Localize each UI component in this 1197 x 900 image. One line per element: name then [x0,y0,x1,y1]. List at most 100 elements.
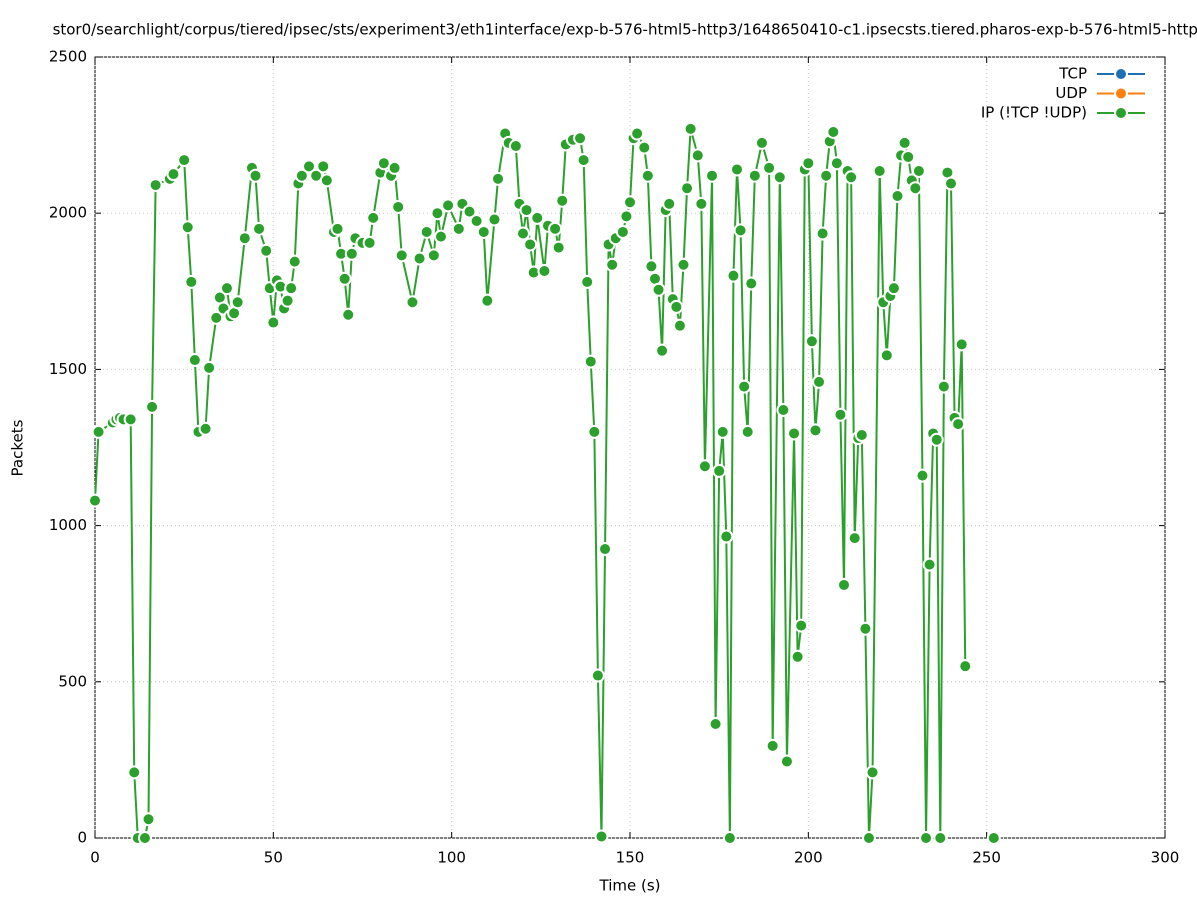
point [697,459,712,474]
point [708,716,723,731]
point [280,293,295,308]
point [844,170,859,185]
point [587,424,602,439]
point [812,374,827,389]
point [202,360,217,375]
point [605,257,620,272]
point [837,577,851,592]
point [623,195,637,210]
point [872,164,887,179]
point [879,348,894,363]
x-axis-label: Time (s) [599,877,661,895]
point [252,221,267,236]
point [166,167,181,182]
point [576,153,591,168]
point [548,221,563,236]
point [794,618,809,633]
point [284,281,299,296]
y-tick-label: 0 [77,829,87,847]
point [341,307,356,322]
point [198,421,213,436]
point [330,221,345,236]
point [148,178,163,193]
x-tick-label: 150 [616,849,645,867]
point [430,206,445,221]
point [662,196,677,211]
point [366,210,381,225]
point [594,829,609,844]
point [644,259,659,274]
point [919,831,934,845]
series-line [95,129,994,838]
point [91,424,106,439]
x-tick-label: 300 [1151,849,1180,867]
point [833,407,848,422]
point [737,379,752,394]
point [337,271,352,286]
point [640,168,655,183]
y-tick-label: 1000 [49,516,87,534]
point [808,423,823,438]
point [580,274,595,289]
point [744,276,759,291]
point [480,293,495,308]
point [344,246,359,261]
point [922,557,937,572]
point [790,649,805,664]
point [901,149,916,164]
point [819,168,834,183]
x-tick-label: 100 [437,849,466,867]
point [929,432,944,447]
point [184,274,199,289]
point [712,463,727,478]
point [476,224,491,239]
point [508,139,523,154]
legend-label: TCP [1058,65,1087,83]
point [754,135,769,150]
point [715,424,730,439]
point [747,168,762,183]
y-tick-label: 2500 [49,48,87,66]
point [248,168,263,183]
point [779,754,794,769]
point [555,193,570,208]
point [519,203,534,218]
point [530,210,545,225]
point [451,221,466,236]
point [237,231,252,246]
legend-marker [1114,86,1128,101]
point [890,189,905,204]
point [829,156,844,171]
point [676,257,691,272]
point [933,831,948,845]
point [319,173,334,188]
point [123,412,138,427]
point [854,428,869,443]
point [387,160,402,175]
point [719,529,734,544]
x-tick-label: 200 [794,849,823,867]
point [722,831,737,845]
x-tick-label: 0 [90,849,100,867]
x-tick-label: 250 [972,849,1001,867]
point [637,140,652,155]
y-axis-label: Packets [9,419,27,476]
point [915,468,930,483]
point [88,493,102,508]
point [694,196,709,211]
point [886,281,901,296]
point [787,426,802,441]
point [137,831,152,845]
point [776,403,791,418]
point [523,237,538,252]
point [394,248,409,263]
point [491,171,506,186]
point [726,268,741,283]
point [762,160,777,175]
point [733,223,748,238]
point [801,156,816,171]
point [705,168,720,183]
point [740,424,755,439]
point [127,765,142,780]
